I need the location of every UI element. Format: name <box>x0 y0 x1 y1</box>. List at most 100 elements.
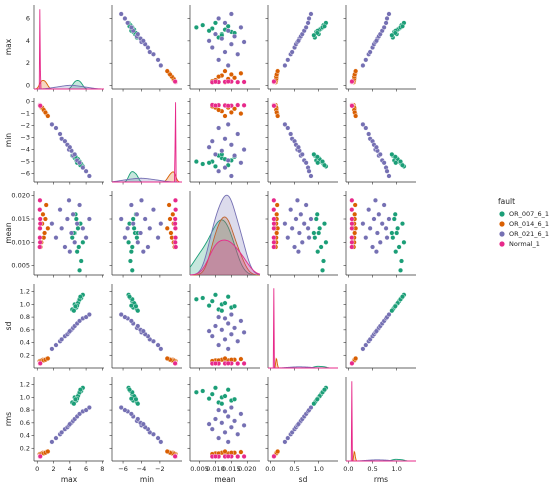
point <box>366 131 372 137</box>
point <box>383 225 389 231</box>
point <box>349 197 355 203</box>
point <box>37 103 43 109</box>
point <box>140 38 146 44</box>
point <box>83 314 89 320</box>
legend-title: fault <box>498 197 515 206</box>
y-tick-label: 6 <box>26 14 30 22</box>
point <box>241 147 247 153</box>
point <box>289 225 295 231</box>
point <box>212 151 218 157</box>
point <box>241 360 247 366</box>
x-tick-label: 0.020 <box>238 465 257 473</box>
point <box>74 221 80 227</box>
point <box>75 225 81 231</box>
point <box>122 314 128 320</box>
point <box>235 51 241 57</box>
point <box>305 225 311 231</box>
x-tick-label: 0.015 <box>222 465 241 473</box>
point <box>49 346 55 352</box>
point <box>381 160 387 166</box>
y-tick-label: 0.2 <box>20 444 30 452</box>
point <box>45 448 51 454</box>
point <box>135 239 141 245</box>
point <box>219 308 225 314</box>
legend-label: OR_021_6_1 <box>509 230 549 238</box>
legend-marker <box>499 241 505 247</box>
point <box>206 38 212 44</box>
y-tick-label: 0 <box>26 98 30 106</box>
point <box>74 249 80 255</box>
point <box>49 221 55 227</box>
point <box>238 70 244 76</box>
point <box>225 320 231 326</box>
y-tick-label: 2 <box>26 59 30 67</box>
point <box>222 136 228 142</box>
point <box>232 106 238 112</box>
point <box>360 121 366 127</box>
point <box>212 163 218 169</box>
legend-label: OR_014_6_1 <box>509 220 549 228</box>
point <box>238 318 244 324</box>
point <box>370 244 376 250</box>
point <box>222 20 228 26</box>
point <box>77 411 83 417</box>
y-tick-label: 0.2 <box>20 351 30 359</box>
point <box>225 360 231 366</box>
point <box>118 405 124 411</box>
point <box>285 57 291 63</box>
y-tick-label: 1.0 <box>20 300 30 308</box>
point <box>219 420 225 426</box>
point <box>173 244 179 250</box>
point <box>155 57 161 63</box>
point <box>306 15 312 21</box>
x-tick-label: 0.5 <box>289 465 299 473</box>
point <box>271 216 277 222</box>
point <box>70 211 76 217</box>
point <box>216 125 222 131</box>
point <box>314 396 320 402</box>
point <box>306 235 312 241</box>
kde-area <box>112 178 182 182</box>
point <box>209 426 215 432</box>
point <box>381 202 387 208</box>
point <box>401 239 407 245</box>
point <box>37 216 43 222</box>
point <box>386 11 392 17</box>
point <box>138 197 144 203</box>
point <box>173 207 179 213</box>
point <box>125 20 131 26</box>
y-tick-label: 0.010 <box>11 238 30 246</box>
point <box>142 216 148 222</box>
point <box>295 144 301 150</box>
point <box>271 453 277 459</box>
point <box>238 160 244 166</box>
point <box>353 68 359 74</box>
y-tick-label: 0.4 <box>20 432 30 440</box>
point <box>386 312 392 318</box>
point <box>206 396 212 402</box>
point <box>206 303 212 309</box>
point <box>45 225 51 231</box>
point <box>366 207 372 213</box>
y-tick-label: 0.4 <box>20 339 30 347</box>
point <box>238 111 244 117</box>
point <box>372 197 378 203</box>
point <box>216 168 222 174</box>
point <box>200 161 206 167</box>
point <box>219 327 225 333</box>
point <box>42 216 48 222</box>
x-axis-label: rms <box>374 475 388 484</box>
point <box>140 421 146 427</box>
point <box>164 448 170 454</box>
point <box>128 396 134 402</box>
point <box>353 355 359 361</box>
legend-label: OR_007_6_1 <box>509 210 549 218</box>
point <box>391 216 397 222</box>
point <box>53 435 59 441</box>
point <box>353 113 359 119</box>
point <box>73 396 79 402</box>
point <box>168 230 174 236</box>
point <box>72 239 78 245</box>
point <box>128 303 134 309</box>
point <box>37 207 43 213</box>
